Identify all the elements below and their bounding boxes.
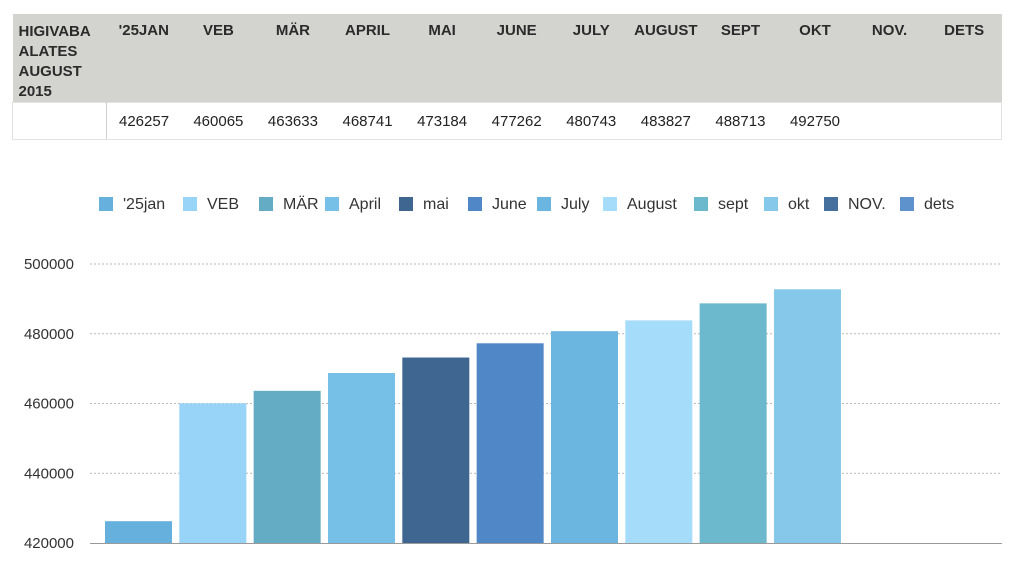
legend-label: '25jan bbox=[123, 196, 165, 213]
value-cell: 477262 bbox=[479, 102, 554, 140]
month-header-cell: MÄR bbox=[255, 14, 331, 103]
legend-swatch bbox=[468, 197, 482, 211]
month-header-cell: DETS bbox=[926, 14, 1002, 103]
legend-label: dets bbox=[924, 196, 954, 213]
legend-swatch bbox=[537, 197, 551, 211]
month-header-cell: JULY bbox=[553, 14, 629, 103]
legend-label: okt bbox=[788, 196, 810, 213]
legend-swatch bbox=[325, 197, 339, 211]
legend-label: mai bbox=[423, 196, 449, 213]
table-value-row: 426257 460065 463633 468741 473184 477262 4807… bbox=[12, 102, 1002, 140]
value-cell: 492750 bbox=[777, 102, 853, 140]
y-tick-label: 460000 bbox=[24, 396, 74, 413]
legend-label: sept bbox=[718, 196, 749, 213]
value-cell: 488713 bbox=[703, 102, 778, 140]
legend-swatch bbox=[764, 197, 778, 211]
bar bbox=[476, 343, 544, 543]
y-tick-label: 440000 bbox=[24, 465, 74, 482]
legend-swatch bbox=[603, 197, 617, 211]
month-header-cell: '25JAN bbox=[106, 14, 182, 103]
month-header-cell: OKT bbox=[777, 14, 853, 103]
month-header-cell: VEB bbox=[181, 14, 256, 103]
y-tick-label: 480000 bbox=[24, 326, 74, 343]
bar bbox=[625, 320, 693, 543]
value-cell: 468741 bbox=[330, 102, 405, 140]
legend-swatch bbox=[99, 197, 113, 211]
y-tick-label: 420000 bbox=[24, 535, 74, 552]
legend-label: June bbox=[492, 196, 527, 213]
bar bbox=[402, 357, 470, 543]
bar bbox=[773, 289, 841, 543]
legend-label: July bbox=[561, 196, 589, 213]
legend-label: NOV. bbox=[848, 196, 886, 213]
value-cell: 460065 bbox=[181, 102, 256, 140]
legend-swatch bbox=[399, 197, 413, 211]
value-cell: 473184 bbox=[404, 102, 480, 140]
bar bbox=[253, 390, 321, 543]
month-header-cell: APRIL bbox=[330, 14, 405, 103]
value-cell: 483827 bbox=[628, 102, 704, 140]
month-header-cell: NOV. bbox=[852, 14, 927, 103]
month-header-cell: MAI bbox=[404, 14, 480, 103]
value-cell bbox=[926, 102, 1002, 140]
legend-swatch bbox=[259, 197, 273, 211]
legend-swatch bbox=[694, 197, 708, 211]
value-cell: 463633 bbox=[255, 102, 331, 140]
table-header-row: HIGIVABA ALATES AUGUST 2015 '25JAN VEB MÄR… bbox=[12, 14, 1002, 103]
bar bbox=[327, 373, 395, 543]
value-cell bbox=[852, 102, 927, 140]
value-cell: 426257 bbox=[106, 102, 182, 140]
legend-label: VEB bbox=[207, 196, 239, 213]
row-label-cell bbox=[12, 102, 107, 140]
legend-swatch bbox=[183, 197, 197, 211]
bar bbox=[550, 331, 618, 543]
row-header-cell: HIGIVABA ALATES AUGUST 2015 bbox=[12, 14, 107, 103]
legend-swatch bbox=[900, 197, 914, 211]
month-header-cell: SEPT bbox=[703, 14, 778, 103]
data-table: HIGIVABA ALATES AUGUST 2015 '25JAN VEB MÄR… bbox=[12, 14, 1002, 140]
bar bbox=[179, 403, 247, 543]
month-header-cell: AUGUST bbox=[628, 14, 704, 103]
value-cell: 480743 bbox=[553, 102, 629, 140]
y-tick-label: 500000 bbox=[24, 256, 74, 273]
legend-label: April bbox=[349, 196, 381, 213]
legend-label: MÄR bbox=[283, 195, 319, 213]
bar bbox=[105, 521, 172, 543]
month-header-cell: JUNE bbox=[479, 14, 554, 103]
bar bbox=[699, 303, 767, 543]
legend-label: August bbox=[627, 196, 677, 213]
legend-swatch bbox=[824, 197, 838, 211]
